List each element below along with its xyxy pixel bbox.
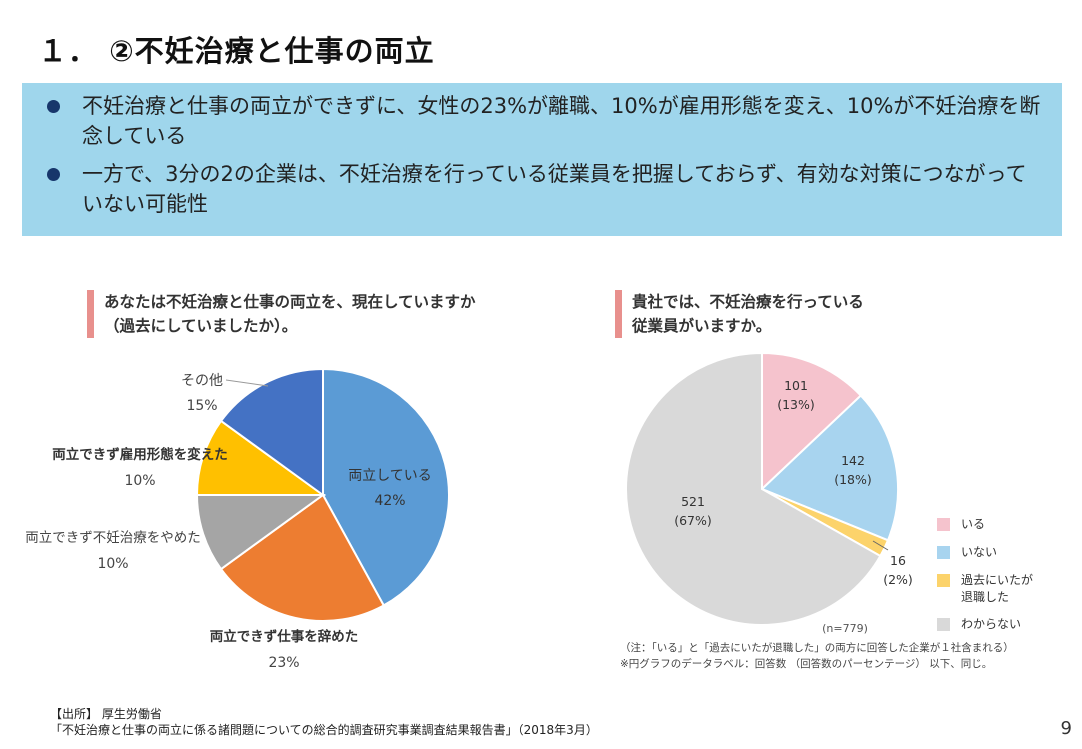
pie-slice-balancing — [322, 367, 450, 607]
legend-swatch — [937, 518, 950, 531]
legend-item: わからない — [937, 616, 1033, 644]
legend-swatch — [937, 546, 950, 559]
legend-item: いる — [937, 516, 1033, 544]
heading-accent-bar — [615, 290, 622, 338]
legend-item: 過去にいたが 退職した — [937, 572, 1033, 616]
slice-label-balancing: 両立している — [348, 468, 432, 484]
legend-item: いない — [937, 544, 1033, 572]
legend-label: 過去にいたが 退職した — [961, 573, 1034, 604]
source-line: 【出所】 厚生労働省 — [50, 707, 162, 721]
heading-accent-bar — [87, 290, 94, 338]
slice-label-quit-treatment: 両立できず不妊治療をやめた — [25, 529, 201, 546]
legend-swatch — [937, 574, 950, 587]
right-chart-legend: いる いない 過去にいたが 退職した わからない — [937, 516, 1033, 644]
page-title: １． ②不妊治療と仕事の両立 — [38, 34, 435, 68]
source-line: 「不妊治療と仕事の両立に係る諸問題についての総合的調査研究事業調査結果報告書」（… — [50, 723, 598, 737]
legend-label: いる — [961, 517, 986, 531]
source-citation: 【出所】 厚生労働省 「不妊治療と仕事の両立に係る諸問題についての総合的調査研究… — [50, 706, 598, 738]
chart-notes: （注：「いる」と「過去にいたが退職した」の両方に回答した企業が１社含まれる） ※… — [620, 640, 1014, 672]
pie-slice-quit-treatment — [195, 494, 327, 571]
pie-slice-quit-job — [219, 493, 386, 622]
slice-pct-balancing: 42% — [374, 493, 405, 509]
slice-pct-changed-employment: 10% — [124, 473, 155, 489]
slice-label-quit-job: 両立できず仕事を辞めた — [210, 628, 359, 645]
pie-slice-other — [219, 367, 324, 497]
right-chart-title: 貴社では、不妊治療を行っている 従業員がいますか。 — [632, 293, 864, 335]
slice-pct-other: 15% — [186, 398, 217, 414]
slice-label-changed-employment: 両立できず雇用形態を変えた — [52, 446, 228, 463]
page-number: 9 — [1060, 718, 1072, 739]
bullet-dot-icon — [47, 100, 60, 113]
leader-line — [225, 379, 269, 387]
slice-pct-quit-treatment: 10% — [97, 556, 128, 572]
summary-box: 不妊治療と仕事の両立ができずに、女性の23%が離職、10%が雇用形態を変え、10… — [22, 83, 1062, 236]
slice-pct-quit-job: 23% — [268, 655, 299, 671]
left-chart-title: あなたは不妊治療と仕事の両立を、現在していますか （過去にしていましたか）。 — [104, 293, 476, 335]
summary-bullet-text: 不妊治療と仕事の両立ができずに、女性の23%が離職、10%が雇用形態を変え、10… — [82, 94, 1041, 148]
summary-bullet: 一方で、3分の2の企業は、不妊治療を行っている従業員を把握しておらず、有効な対策… — [47, 159, 1042, 219]
left-chart-heading: あなたは不妊治療と仕事の両立を、現在していますか （過去にしていましたか）。 — [87, 290, 476, 338]
note-line: （注：「いる」と「過去にいたが退職した」の両方に回答した企業が１社含まれる） — [620, 642, 1014, 654]
slice-label-other: その他 — [181, 373, 223, 389]
legend-label: いない — [961, 545, 998, 559]
summary-bullet-text: 一方で、3分の2の企業は、不妊治療を行っている従業員を把握しておらず、有効な対策… — [82, 162, 1027, 216]
right-chart-heading: 貴社では、不妊治療を行っている 従業員がいますか。 — [615, 290, 864, 338]
summary-bullet: 不妊治療と仕事の両立ができずに、女性の23%が離職、10%が雇用形態を変え、10… — [47, 91, 1042, 151]
note-line: ※円グラフのデータラベル：回答数 （回答数のパーセンテージ） 以下、同じ。 — [620, 658, 993, 670]
legend-label: わからない — [961, 617, 1022, 631]
pie-slice-changed-employment — [195, 419, 327, 496]
legend-swatch — [937, 618, 950, 631]
bullet-dot-icon — [47, 168, 60, 181]
